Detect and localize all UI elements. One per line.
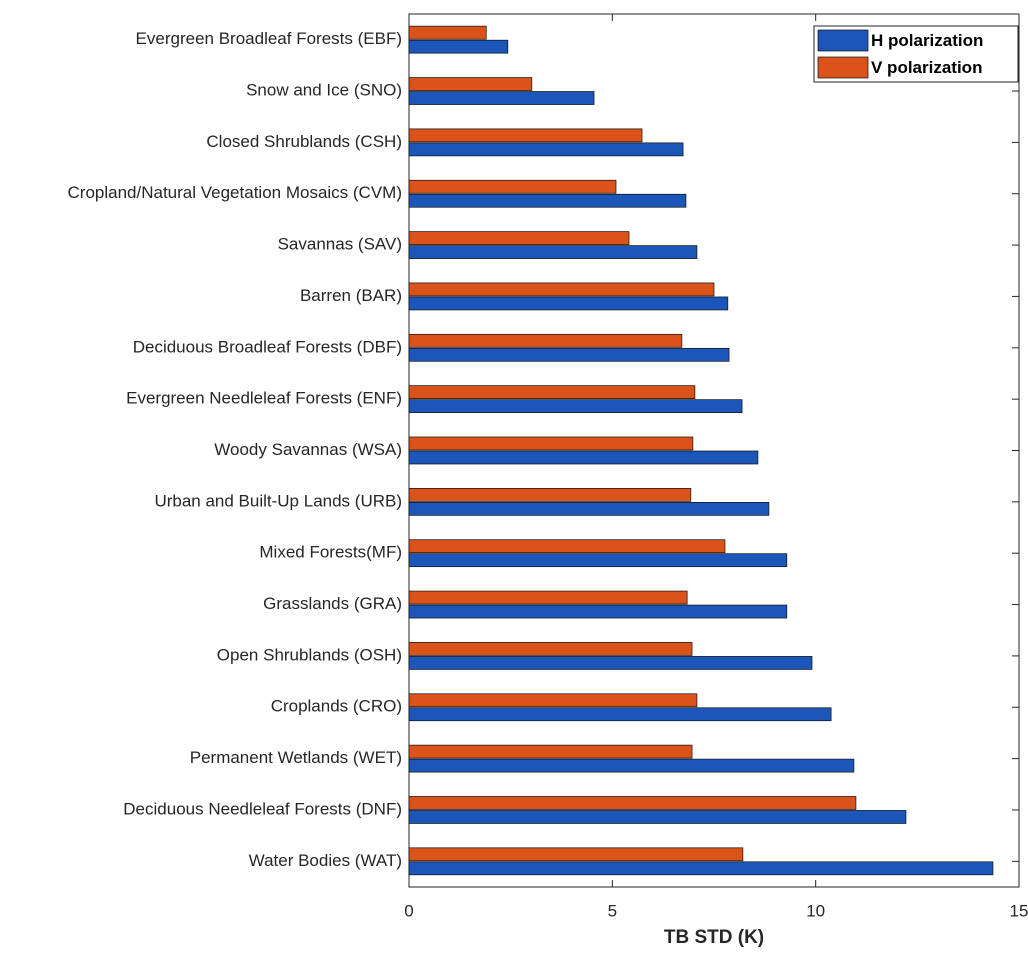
bar bbox=[408, 347, 730, 362]
bar bbox=[408, 758, 855, 773]
y-tick-label: Mixed Forests(MF) bbox=[259, 543, 402, 562]
bar bbox=[408, 539, 726, 554]
bar bbox=[408, 436, 694, 451]
y-tick-label: Snow and Ice (SNO) bbox=[246, 81, 402, 100]
y-tick-label: Grasslands (GRA) bbox=[263, 594, 402, 613]
legend-label: H polarization bbox=[871, 31, 983, 50]
bar bbox=[408, 142, 684, 157]
bar bbox=[408, 707, 832, 722]
bar bbox=[408, 91, 595, 105]
bar bbox=[408, 553, 788, 568]
bar bbox=[408, 656, 813, 670]
bar bbox=[408, 193, 687, 208]
y-tick-label: Closed Shrublands (CSH) bbox=[206, 132, 402, 151]
bar bbox=[408, 450, 759, 465]
bar bbox=[408, 231, 630, 245]
bar bbox=[408, 847, 744, 862]
y-tick-label: Barren (BAR) bbox=[300, 286, 402, 305]
bar bbox=[408, 39, 509, 54]
bar bbox=[408, 604, 788, 619]
y-tick-label: Urban and Built-Up Lands (URB) bbox=[154, 491, 402, 510]
y-tick-label: Evergreen Broadleaf Forests (EBF) bbox=[136, 29, 402, 48]
y-tick-label: Deciduous Needleleaf Forests (DNF) bbox=[123, 799, 402, 818]
bar bbox=[408, 128, 643, 143]
bar bbox=[408, 296, 729, 311]
x-tick-label: 10 bbox=[806, 901, 825, 920]
x-tick-label: 0 bbox=[404, 901, 413, 920]
y-tick-label: Croplands (CRO) bbox=[271, 697, 402, 716]
bar bbox=[408, 642, 693, 656]
bar bbox=[408, 502, 770, 516]
bar bbox=[408, 245, 698, 259]
x-axis-label: TB STD (K) bbox=[664, 927, 764, 948]
bar bbox=[408, 333, 683, 348]
y-tick-label: Deciduous Broadleaf Forests (DBF) bbox=[133, 337, 402, 356]
y-tick-label: Open Shrublands (OSH) bbox=[217, 645, 402, 664]
y-tick-label: Water Bodies (WAT) bbox=[249, 851, 402, 870]
x-tick-label: 15 bbox=[1010, 901, 1028, 920]
bar bbox=[408, 282, 715, 297]
legend-swatch bbox=[817, 56, 869, 79]
bar bbox=[408, 590, 688, 605]
x-tick-label: 5 bbox=[608, 901, 617, 920]
legend-swatch bbox=[817, 29, 869, 52]
bar bbox=[408, 693, 698, 708]
legend-label: V polarization bbox=[871, 58, 982, 77]
bar bbox=[408, 744, 693, 759]
bar bbox=[408, 796, 857, 810]
y-tick-label: Cropland/Natural Vegetation Mosaics (CVM… bbox=[68, 183, 402, 202]
bar bbox=[408, 488, 692, 502]
y-tick-label: Savannas (SAV) bbox=[278, 235, 402, 254]
bar bbox=[408, 25, 487, 40]
y-tick-label: Evergreen Needleleaf Forests (ENF) bbox=[126, 389, 402, 408]
bar bbox=[408, 77, 533, 91]
bar bbox=[408, 399, 743, 413]
y-tick-label: Permanent Wetlands (WET) bbox=[190, 748, 402, 767]
bar bbox=[408, 385, 696, 399]
y-tick-label: Woody Savannas (WSA) bbox=[214, 440, 402, 459]
bar bbox=[408, 179, 617, 194]
bar bbox=[408, 861, 994, 876]
bar bbox=[408, 810, 907, 824]
